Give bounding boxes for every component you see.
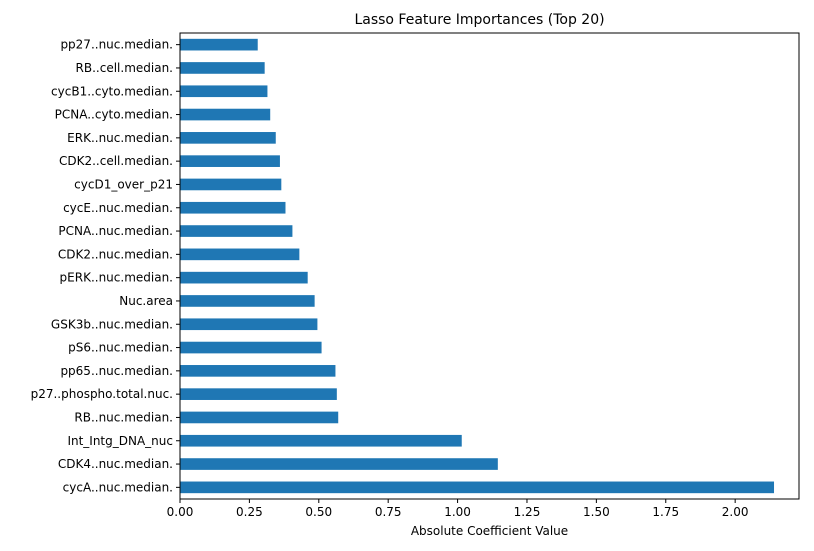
x-tick-label: 0.25: [236, 505, 263, 519]
y-tick-label: GSK3b..nuc.median.: [51, 317, 173, 331]
bar: [180, 295, 315, 307]
x-tick-label: 0.50: [305, 505, 332, 519]
x-tick-label: 2.00: [722, 505, 749, 519]
y-tick-label: RB..nuc.median.: [74, 410, 173, 424]
y-tick-label: pERK..nuc.median.: [60, 271, 173, 285]
y-tick-label: PCNA..nuc.median.: [58, 224, 173, 238]
y-tick-label: CDK2..nuc.median.: [58, 247, 173, 261]
bar: [180, 201, 286, 214]
y-tick-label: cycA..nuc.median.: [63, 480, 173, 494]
y-tick-label: pp27..nuc.median.: [60, 38, 173, 52]
y-tick-label: ERK..nuc.median.: [67, 131, 173, 145]
y-tick-label: cycE..nuc.median.: [63, 201, 173, 215]
x-tick-label: 0.00: [167, 505, 194, 519]
plot-frame: [179, 32, 800, 500]
y-tick-label: pS6..nuc.median.: [68, 341, 173, 355]
y-tick-label: cycB1..cyto.median.: [51, 84, 173, 98]
y-tick-label: Nuc.area: [119, 294, 173, 308]
bar: [180, 62, 265, 74]
y-axis: cycA..nuc.median. CDK4..nuc.median. Int_In…: [31, 38, 180, 494]
x-axis-label: Absolute Coefficient Value: [411, 524, 568, 538]
bar: [180, 178, 282, 191]
y-tick-label: CDK4..nuc.median.: [58, 457, 173, 471]
bar: [180, 155, 280, 167]
y-tick-label: pp65..nuc.median.: [60, 364, 173, 378]
bar: [180, 108, 271, 121]
bars-group: [180, 38, 775, 494]
bar: [180, 85, 268, 98]
x-tick-label: 1.75: [652, 505, 679, 519]
x-tick-label: 1.50: [583, 505, 610, 519]
y-tick-label: CDK2..cell.median.: [59, 154, 173, 168]
bar: [180, 481, 775, 494]
bar: [180, 365, 336, 377]
bar: [180, 411, 339, 424]
bar: [180, 318, 318, 331]
chart-title: Lasso Feature Importances (Top 20): [354, 12, 604, 28]
x-tick-label: 1.25: [514, 505, 541, 519]
bar: [180, 434, 462, 447]
y-tick-label: Int_Intg_DNA_nuc: [67, 434, 173, 448]
x-tick-label: 1.00: [444, 505, 471, 519]
y-tick-label: cycD1_over_p21: [74, 177, 173, 191]
bar: [180, 38, 258, 51]
y-tick-label: PCNA..cyto.median.: [55, 108, 173, 122]
y-tick-label: RB..cell.median.: [76, 61, 173, 75]
x-tick-label: 0.75: [375, 505, 402, 519]
y-tick-label: p27..phospho.total.nuc.: [31, 387, 173, 401]
bar: [180, 271, 308, 284]
bar: [180, 388, 337, 400]
x-axis: 0.00 0.25 0.50 0.75 1.00 1.25 1.50 1.75 2.00: [167, 499, 749, 519]
bar: [180, 248, 300, 261]
bar: [180, 132, 276, 144]
bar: [180, 341, 322, 354]
bar: [180, 225, 293, 237]
bar: [180, 458, 498, 470]
